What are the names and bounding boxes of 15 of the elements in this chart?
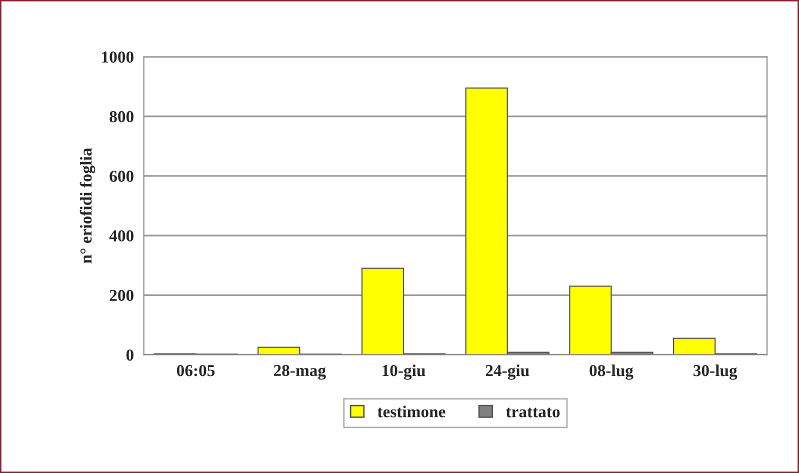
y-tick-label: 1000 bbox=[102, 51, 134, 63]
x-tick-label: 24-giu bbox=[486, 364, 530, 380]
y-tick-label: 800 bbox=[110, 111, 134, 122]
x-tick-label: 30-lug bbox=[694, 364, 738, 380]
x-tick-label: 10-giu bbox=[382, 364, 426, 380]
y-axis-title: n° eriofidi foglia bbox=[80, 148, 96, 264]
y-tick-label: 200 bbox=[110, 290, 134, 302]
y-tick-label: 0 bbox=[126, 349, 134, 361]
x-tick-label: 08-lug bbox=[590, 364, 634, 380]
y-tick-label: 400 bbox=[109, 230, 134, 242]
y-tick-label: 600 bbox=[110, 170, 134, 182]
legend-label: testimone bbox=[377, 406, 446, 418]
x-tick-label: 06:05 bbox=[176, 364, 215, 376]
x-tick-label: 28-mag bbox=[274, 364, 326, 380]
legend-label: trattato bbox=[506, 408, 560, 418]
